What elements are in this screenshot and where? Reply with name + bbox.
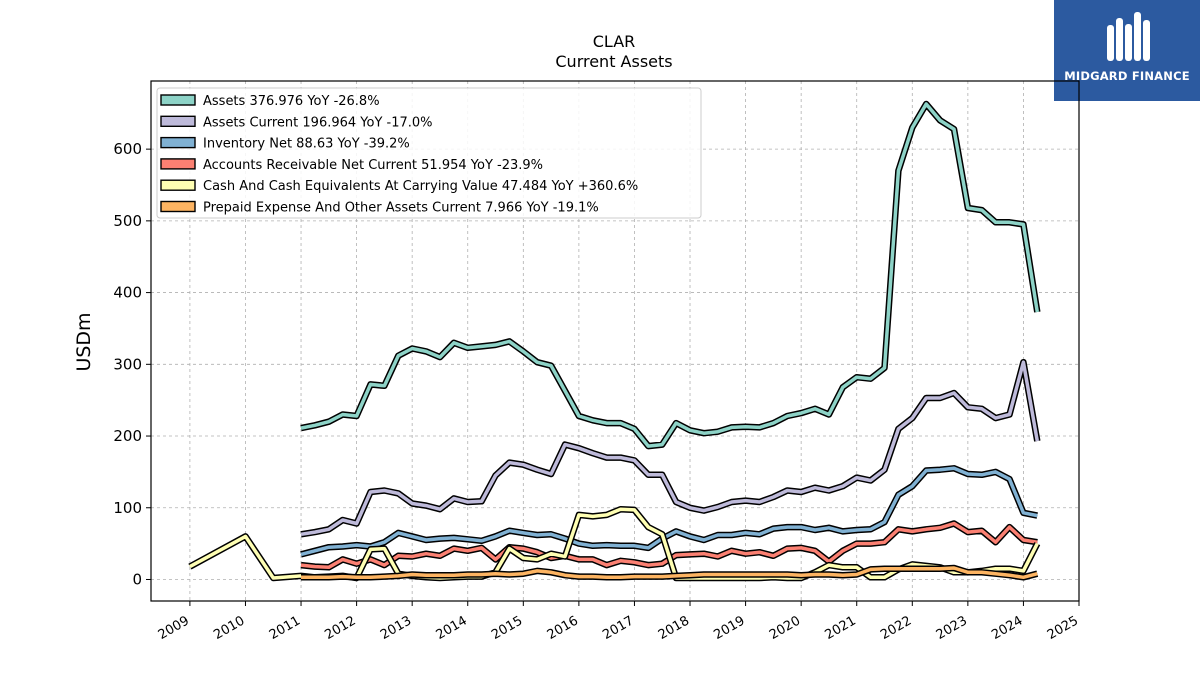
y-tick-label: 500 bbox=[113, 212, 142, 230]
legend-swatch bbox=[160, 179, 196, 191]
x-tick-label: 2017 bbox=[600, 613, 636, 643]
legend-swatch bbox=[160, 115, 196, 128]
series-line bbox=[300, 102, 1040, 448]
series-layer bbox=[188, 100, 1041, 582]
x-tick-label: 2011 bbox=[267, 613, 303, 643]
legend-item: Accounts Receivable Net Current 51.954 Y… bbox=[160, 158, 543, 173]
legend-swatch bbox=[160, 94, 196, 106]
series-3 bbox=[300, 465, 1038, 558]
y-tick-label: 400 bbox=[113, 284, 142, 302]
y-tick-label: 100 bbox=[113, 499, 142, 517]
x-tick-label: 2020 bbox=[767, 613, 803, 643]
series-outline bbox=[300, 358, 1041, 538]
series-6 bbox=[301, 564, 1039, 581]
y-ticks: 0 100 200 300 400 500 600 bbox=[113, 140, 151, 588]
series-2 bbox=[300, 358, 1041, 538]
chart-title: CLAR bbox=[593, 32, 636, 51]
legend: Assets 376.976 YoY -26.8% Assets Current … bbox=[156, 87, 702, 219]
x-tick-label: 2013 bbox=[378, 613, 414, 643]
legend-label: Assets Current 196.964 YoY -17.0% bbox=[203, 115, 433, 130]
x-tick-label: 2012 bbox=[322, 613, 358, 643]
y-tick-label: 300 bbox=[113, 355, 142, 373]
legend-label: Accounts Receivable Net Current 51.954 Y… bbox=[203, 158, 543, 173]
logo-text: MIDGARD FINANCE bbox=[1064, 69, 1190, 83]
legend-swatch bbox=[160, 158, 196, 170]
legend-item: Cash And Cash Equivalents At Carrying Va… bbox=[160, 179, 638, 194]
x-tick-label: 2009 bbox=[156, 613, 192, 643]
logo-mark-icon bbox=[1107, 12, 1150, 61]
series-1 bbox=[300, 100, 1041, 450]
x-tick-label: 2022 bbox=[878, 613, 914, 643]
legend-swatch bbox=[160, 200, 196, 213]
x-tick-label: 2019 bbox=[711, 613, 747, 643]
series-line bbox=[300, 466, 1038, 557]
y-axis-label: USDm bbox=[73, 312, 95, 371]
legend-item: Inventory Net 88.63 YoY -39.2% bbox=[160, 136, 410, 152]
x-tick-label: 2014 bbox=[434, 613, 470, 643]
legend-item: Prepaid Expense And Other Assets Current… bbox=[160, 200, 599, 216]
x-tick-label: 2015 bbox=[489, 613, 525, 643]
x-ticks: 2009 2010 2011 2012 2013 2014 2015 2016 2017 2018… bbox=[156, 601, 1081, 643]
x-tick-label: 2010 bbox=[211, 613, 247, 643]
legend-swatch bbox=[160, 136, 196, 149]
series-outline bbox=[300, 465, 1038, 558]
x-tick-label: 2024 bbox=[989, 613, 1025, 643]
plot-frame bbox=[150, 80, 1080, 602]
legend-item: Assets Current 196.964 YoY -17.0% bbox=[160, 115, 433, 130]
legend-label: Assets 376.976 YoY -26.8% bbox=[203, 94, 380, 109]
y-tick-label: 600 bbox=[113, 140, 142, 158]
series-line bbox=[300, 360, 1040, 537]
legend-box bbox=[156, 87, 702, 219]
legend-label: Cash And Cash Equivalents At Carrying Va… bbox=[203, 179, 638, 194]
legend-label: Inventory Net 88.63 YoY -39.2% bbox=[203, 137, 410, 152]
series-line bbox=[301, 566, 1038, 580]
midgard-finance-logo: MIDGARD FINANCE bbox=[1054, 0, 1200, 101]
chart-subtitle: Current Assets bbox=[555, 52, 672, 71]
x-tick-label: 2025 bbox=[1045, 613, 1081, 643]
y-tick-label: 0 bbox=[132, 570, 142, 588]
legend-item: Assets 376.976 YoY -26.8% bbox=[160, 94, 380, 109]
x-tick-label: 2023 bbox=[934, 613, 970, 643]
x-tick-label: 2016 bbox=[545, 613, 581, 643]
y-tick-label: 200 bbox=[113, 427, 142, 445]
x-tick-label: 2021 bbox=[823, 613, 859, 643]
x-tick-label: 2018 bbox=[656, 613, 692, 643]
legend-label: Prepaid Expense And Other Assets Current… bbox=[203, 201, 599, 216]
